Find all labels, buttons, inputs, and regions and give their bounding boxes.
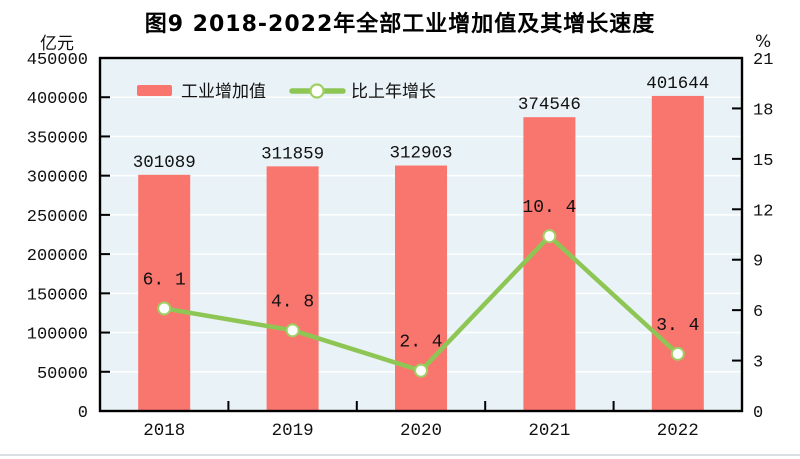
- growth-marker-2021: [542, 229, 557, 244]
- right-axis-tick-label-12: 12: [753, 202, 773, 221]
- legend-label-line: 比上年增长: [351, 82, 436, 102]
- bar-2022: [651, 95, 704, 412]
- left-axis-tick-label-0: 0: [78, 404, 88, 423]
- x-axis-label-2021: 2021: [528, 421, 570, 441]
- right-axis-tick-label-0: 0: [753, 404, 763, 423]
- right-axis-tick-label-3: 3: [753, 354, 763, 373]
- bar-value-label-2020: 312903: [389, 144, 452, 164]
- growth-marker-2022: [670, 346, 685, 361]
- growth-marker-2020: [414, 363, 428, 378]
- growth-marker-2019: [285, 323, 300, 338]
- bar-value-label-2022: 401644: [646, 74, 709, 94]
- growth-value-label-2022: 3. 4: [656, 316, 699, 336]
- x-axis-label-2020: 2020: [400, 421, 442, 441]
- chart-title: 图9 2018-2022年全部工业增加值及其增长速度: [144, 12, 656, 37]
- legend-swatch-bar: [137, 85, 172, 96]
- bar-2018: [138, 174, 191, 411]
- growth-value-label-2019: 4. 8: [271, 292, 314, 312]
- legend-label-bar: 工业增加值: [181, 82, 266, 102]
- page-bottom-rule: [0, 454, 800, 456]
- left-axis-tick-label-150000: 150000: [27, 286, 88, 305]
- right-axis-tick-label-15: 15: [753, 152, 773, 171]
- right-axis-unit-label: %: [755, 32, 772, 52]
- left-axis-tick-label-50000: 50000: [37, 365, 88, 384]
- bar-value-label-2018: 301089: [133, 153, 196, 173]
- left-axis-tick-label-400000: 400000: [27, 90, 88, 109]
- left-axis-tick-label-250000: 250000: [27, 208, 88, 227]
- left-axis-tick-label-100000: 100000: [27, 326, 88, 345]
- growth-value-label-2020: 2. 4: [399, 333, 442, 353]
- growth-value-label-2018: 6. 1: [143, 270, 186, 290]
- left-axis-tick-label-200000: 200000: [27, 247, 88, 266]
- left-axis-unit-label: 亿元: [40, 34, 74, 54]
- x-axis-label-2018: 2018: [143, 421, 185, 441]
- bar-value-label-2019: 311859: [261, 144, 324, 164]
- right-axis-tick-label-18: 18: [753, 101, 773, 120]
- left-axis-tick-label-300000: 300000: [27, 169, 88, 188]
- x-axis-label-2019: 2019: [272, 421, 314, 441]
- bar-2019: [266, 166, 319, 411]
- bar-value-label-2021: 374546: [518, 95, 581, 115]
- growth-value-label-2021: 10. 4: [522, 198, 576, 218]
- left-axis-tick-label-350000: 350000: [27, 129, 88, 148]
- growth-marker-2018: [157, 301, 172, 316]
- right-axis-tick-label-21: 21: [753, 51, 773, 70]
- right-axis-tick-label-9: 9: [753, 253, 763, 272]
- legend-marker-circle: [309, 83, 325, 99]
- bar-2021: [523, 117, 576, 412]
- right-axis-tick-label-6: 6: [753, 303, 763, 322]
- left-axis-tick-label-450000: 450000: [27, 51, 88, 70]
- plot-border: [98, 56, 744, 413]
- x-axis-label-2022: 2022: [657, 421, 699, 441]
